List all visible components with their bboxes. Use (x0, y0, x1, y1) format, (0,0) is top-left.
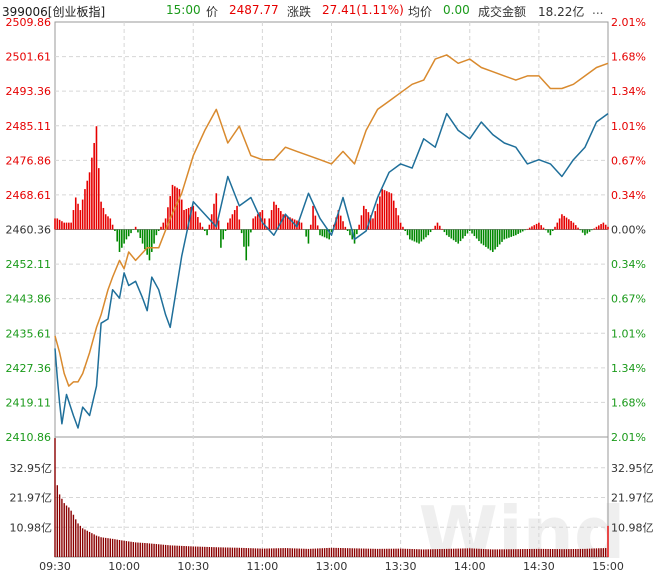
x-tick-label: 13:30 (385, 560, 417, 573)
price-value: 2487.77 (229, 3, 279, 17)
y-tick-percent: 1.34% (611, 85, 646, 98)
y-tick-percent: 1.68% (611, 51, 646, 64)
y-tick-percent: 1.01% (611, 327, 646, 340)
price-label: 价 (206, 5, 219, 19)
y-tick-volume-left: 21.97亿 (10, 492, 53, 505)
y-tick-price: 2468.61 (6, 189, 52, 202)
x-tick-label: 11:00 (247, 560, 279, 573)
x-tick-label: 14:30 (523, 560, 555, 573)
amount-value: 18.22亿 (538, 5, 585, 19)
avg-price-line (54, 54, 609, 387)
y-tick-price: 2509.86 (6, 16, 52, 29)
y-tick-price: 2501.61 (6, 51, 52, 64)
change-value: 27.41(1.11%) (322, 3, 404, 17)
y-tick-percent: 0.67% (611, 293, 646, 306)
x-tick-label: 14:00 (454, 560, 486, 573)
price-line (54, 112, 609, 429)
y-tick-volume-left: 10.98亿 (10, 521, 53, 534)
y-tick-price: 2427.36 (6, 362, 52, 375)
y-tick-percent: 1.01% (611, 120, 646, 133)
watermark: Wind (419, 491, 626, 574)
y-tick-percent: 2.01% (611, 431, 646, 444)
y-tick-price: 2443.86 (6, 293, 52, 306)
y-tick-volume-right: 21.97亿 (611, 492, 654, 505)
y-tick-price: 2485.11 (6, 120, 52, 133)
y-tick-price: 2410.86 (6, 431, 52, 444)
x-tick-label: 10:00 (108, 560, 140, 573)
y-tick-percent: 0.00% (611, 224, 646, 237)
quote-header: 399006[创业板指] 15:00 价 2487.77 涨跌 27.41(1.… (0, 3, 660, 19)
quote-time: 15:00 (166, 3, 201, 17)
change-label: 涨跌 (287, 5, 312, 19)
amount-label: 成交金额 (478, 5, 527, 19)
y-tick-price: 2452.11 (6, 258, 52, 271)
x-tick-label: 13:00 (316, 560, 348, 573)
y-tick-percent: 2.01% (611, 16, 646, 29)
x-tick-label: 10:30 (177, 560, 209, 573)
index-code-label[interactable]: 399006[创业板指] (2, 5, 106, 19)
avg-price-label: 均价 (408, 5, 433, 19)
y-tick-percent: 1.68% (611, 396, 646, 409)
y-tick-percent: 0.67% (611, 154, 646, 167)
y-tick-percent: 0.34% (611, 189, 646, 202)
y-tick-percent: 0.34% (611, 258, 646, 271)
y-tick-percent: 1.34% (611, 362, 646, 375)
y-tick-price: 2435.61 (6, 327, 52, 340)
avg-price-value: 0.00 (443, 3, 470, 17)
y-tick-price: 2419.11 (6, 396, 52, 409)
x-tick-label: 15:00 (592, 560, 624, 573)
y-tick-volume-right: 10.98亿 (611, 521, 654, 534)
y-tick-volume-left: 32.95亿 (10, 462, 53, 475)
more-button[interactable]: ... (592, 3, 604, 17)
y-tick-price: 2476.86 (6, 154, 52, 167)
y-tick-price: 2493.36 (6, 85, 52, 98)
y-tick-volume-right: 32.95亿 (611, 462, 654, 475)
x-tick-label: 09:30 (39, 560, 71, 573)
y-tick-price: 2460.36 (6, 224, 52, 237)
